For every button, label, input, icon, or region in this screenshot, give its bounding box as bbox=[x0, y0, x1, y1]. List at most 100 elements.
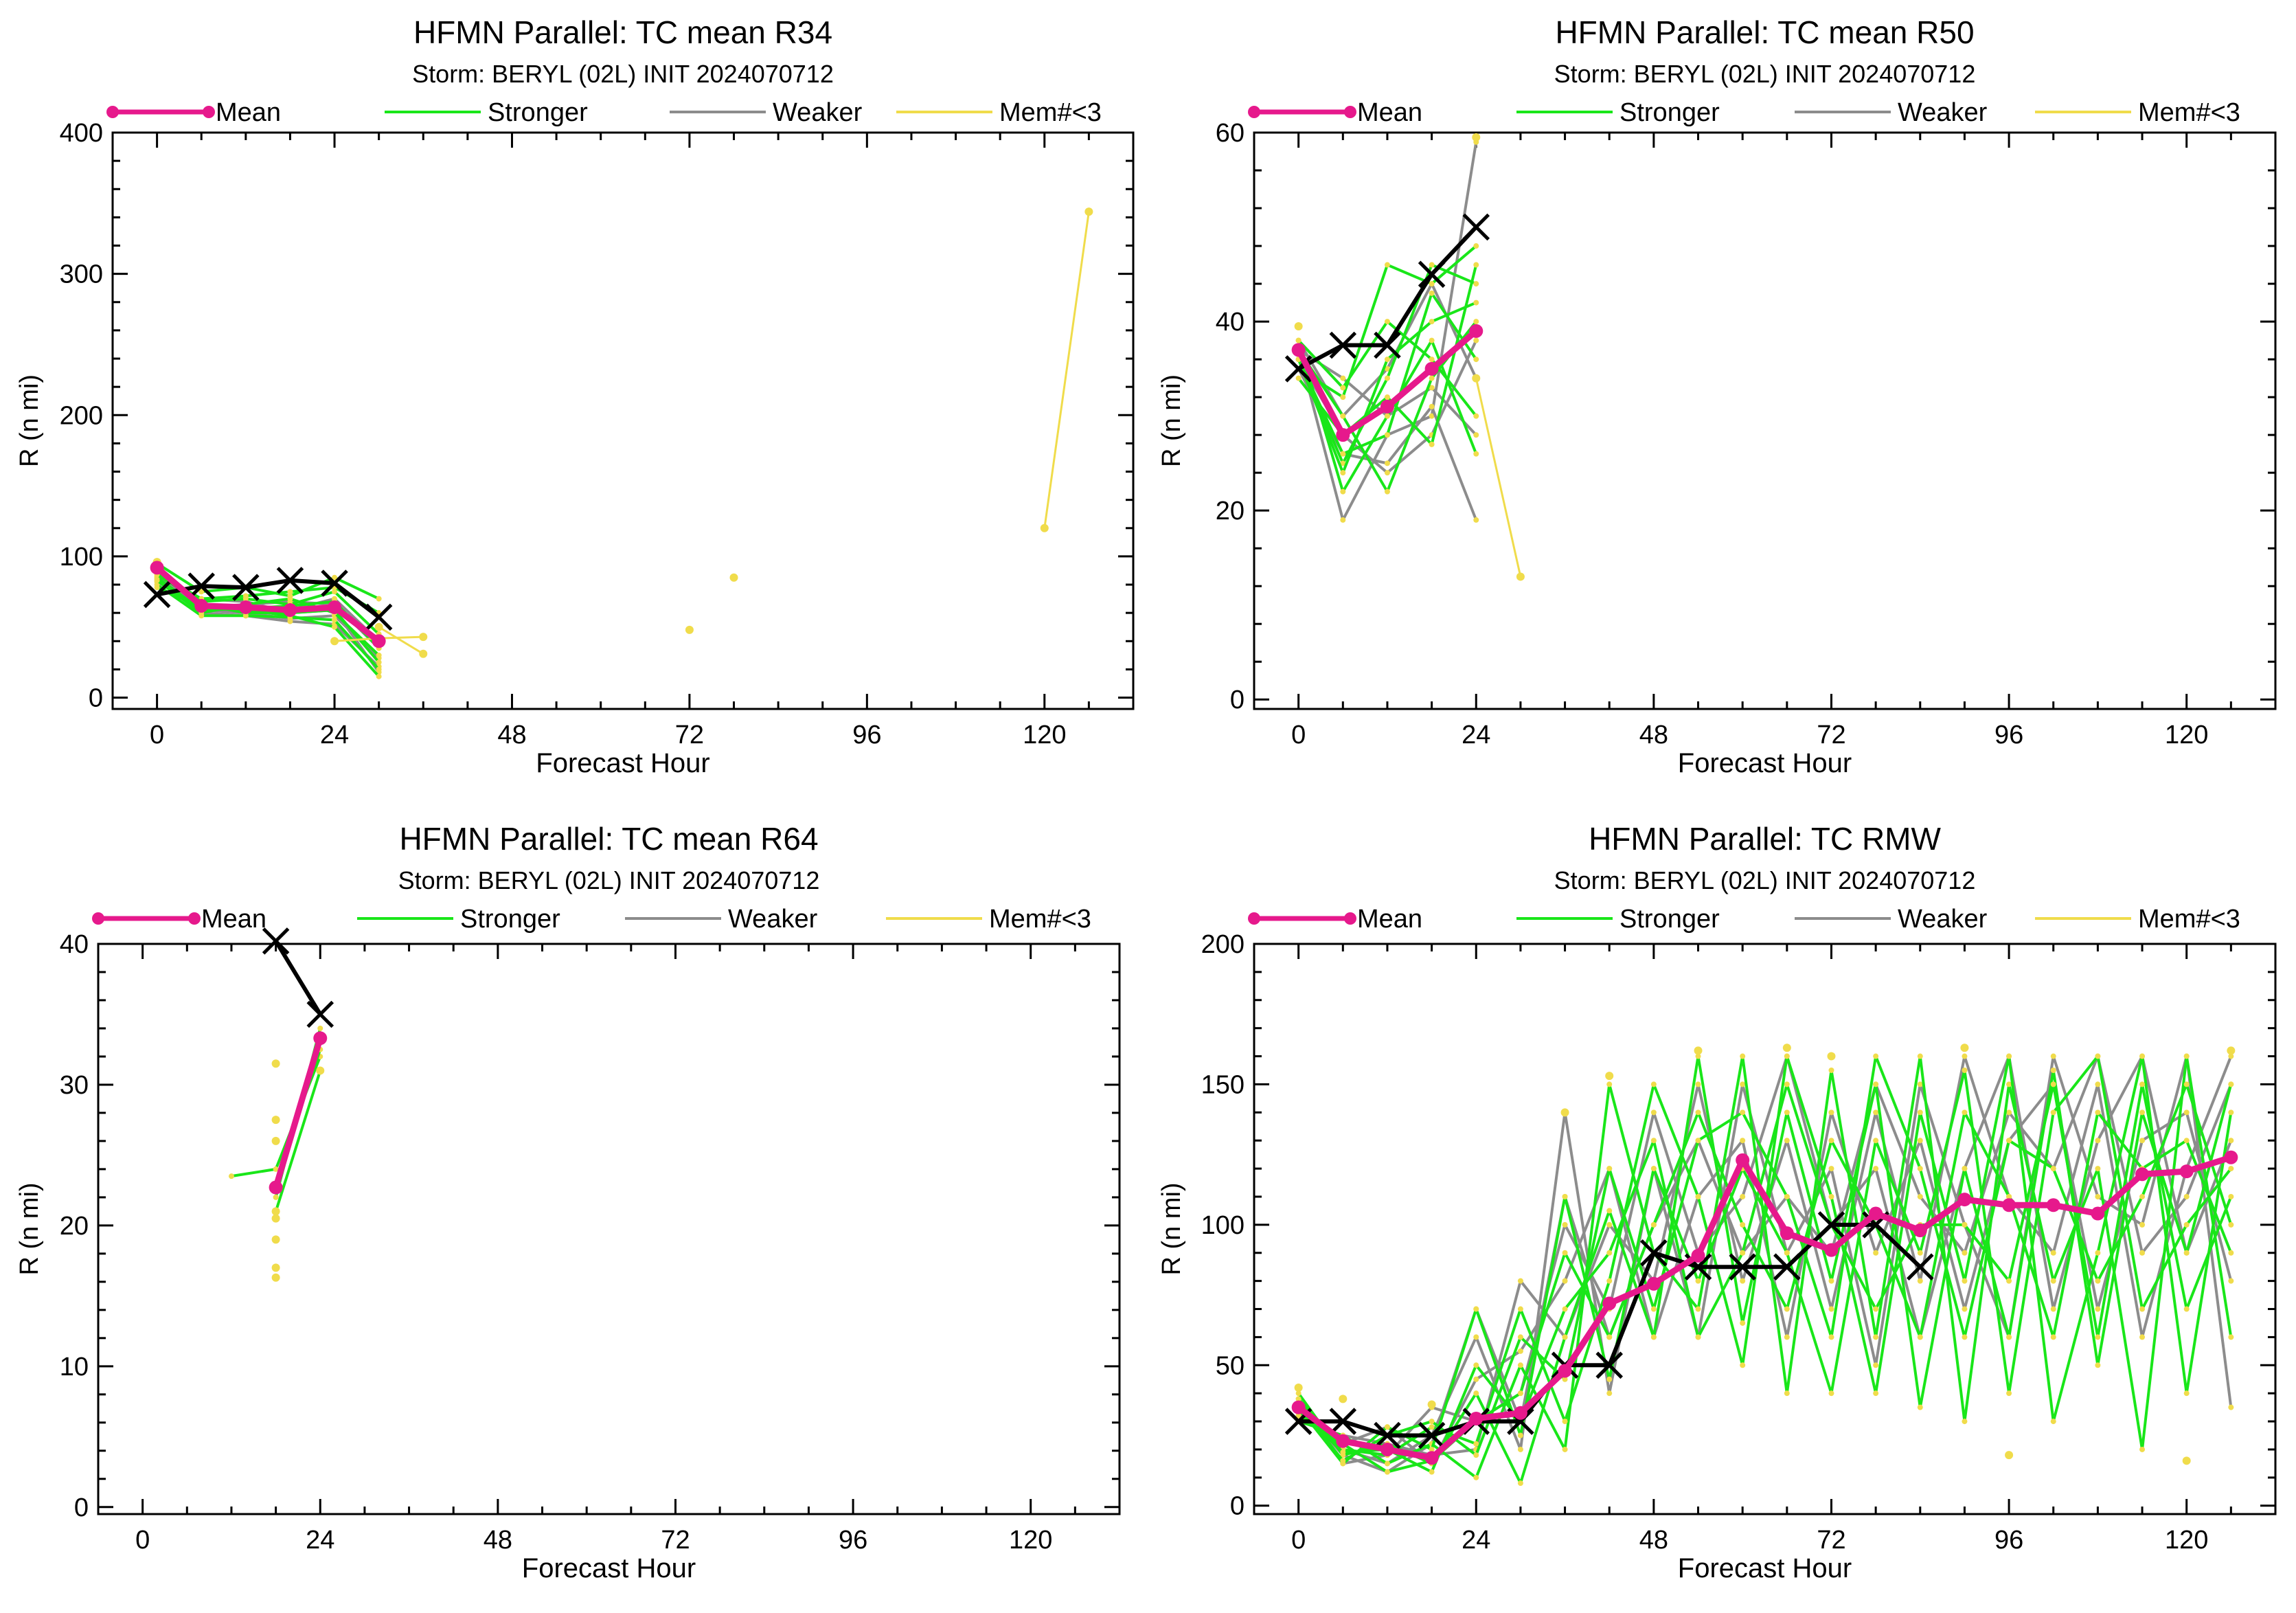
stronger-member-point bbox=[2183, 1306, 2190, 1312]
y-tick-label: 150 bbox=[1201, 1070, 1244, 1099]
weaker-member-point bbox=[1473, 1376, 1479, 1382]
stronger-member-point bbox=[1384, 1424, 1390, 1430]
x-axis-label: Forecast Hour bbox=[536, 748, 709, 778]
stronger-member-point bbox=[2139, 1053, 2146, 1059]
legend: Mean Stronger Weaker Mem#<3 bbox=[1248, 98, 2240, 127]
stronger-member-point bbox=[1917, 1334, 1923, 1340]
stronger-member-point bbox=[376, 666, 382, 673]
stronger-member-point bbox=[1650, 1306, 1657, 1312]
few-member-point bbox=[1472, 133, 1481, 142]
stronger-member-point bbox=[1784, 1390, 1790, 1397]
weaker-member-point bbox=[2139, 1250, 2146, 1256]
stronger-member-point bbox=[1917, 1250, 1923, 1256]
mean-series-line bbox=[155, 565, 381, 644]
stronger-member-point bbox=[2050, 1067, 2056, 1073]
stronger-member-point bbox=[2050, 1166, 2056, 1172]
x-tick-label: 0 bbox=[1291, 721, 1306, 749]
few-member-point bbox=[1560, 1108, 1569, 1117]
stronger-member-point bbox=[1650, 1081, 1657, 1087]
weaker-member-point bbox=[1917, 1193, 1923, 1199]
stronger-member-point bbox=[1384, 375, 1390, 381]
stronger-member-point bbox=[1740, 1250, 1746, 1256]
weaker-member-point bbox=[1740, 1081, 1746, 1087]
y-axis-label: R (n mi) bbox=[1157, 374, 1186, 467]
x-tick-label: 48 bbox=[1639, 1526, 1668, 1555]
stronger-member-point bbox=[1740, 1320, 1746, 1326]
y-tick-label: 60 bbox=[1216, 119, 1244, 148]
stronger-member-point bbox=[1650, 1334, 1657, 1340]
few-member-point bbox=[271, 1207, 280, 1216]
stronger-member-point bbox=[1962, 1109, 1968, 1116]
mean-series-point bbox=[313, 1031, 328, 1046]
mean-series-point bbox=[1424, 361, 1439, 376]
weaker-member-point bbox=[2139, 1334, 2146, 1340]
stronger-member-point bbox=[1873, 1334, 1879, 1340]
y-tick-label: 20 bbox=[1216, 497, 1244, 526]
few-member-point bbox=[1827, 1052, 1836, 1061]
stronger-member-point bbox=[1562, 1250, 1568, 1256]
weaker-member-point bbox=[1873, 1166, 1879, 1172]
stronger-member-point bbox=[1562, 1334, 1568, 1340]
stronger-member-point bbox=[1429, 375, 1435, 381]
legend-label-fewmembers: Mem#<3 bbox=[999, 98, 1102, 127]
y-axis-label: R (n mi) bbox=[15, 374, 44, 467]
stronger-member-point bbox=[2183, 1081, 2190, 1087]
stronger-member-point bbox=[2006, 1053, 2012, 1059]
legend-label-fewmembers: Mem#<3 bbox=[2138, 905, 2240, 934]
weaker-member-point bbox=[2006, 1109, 2012, 1116]
stronger-member-point bbox=[1384, 262, 1390, 268]
stronger-member-point bbox=[1384, 488, 1390, 495]
weaker-member-point bbox=[2228, 1404, 2234, 1410]
chart-subtitle: Storm: BERYL (02L) INIT 2024070712 bbox=[1554, 60, 1976, 88]
stronger-member-point bbox=[1784, 1053, 1790, 1059]
legend: Mean Stronger Weaker Mem#<3 bbox=[92, 905, 1091, 934]
legend-marker-mean bbox=[1344, 106, 1356, 118]
stronger-member-point bbox=[1962, 1166, 1968, 1172]
few-member-point bbox=[271, 1273, 280, 1282]
plot-area bbox=[228, 927, 334, 1282]
stronger-member-point bbox=[1340, 1458, 1346, 1464]
mean-series-point bbox=[1957, 1193, 1972, 1207]
stronger-member-point bbox=[1917, 1109, 1923, 1116]
weaker-member-point bbox=[1917, 1138, 1923, 1144]
chart-svg: HFMN Parallel: TC RMW Storm: BERYL (02L) … bbox=[1157, 821, 2277, 1583]
stronger-member-point bbox=[1473, 451, 1479, 457]
y-tick-label: 50 bbox=[1216, 1351, 1244, 1380]
stronger-member-point bbox=[1873, 1306, 1879, 1312]
weaker-member-line bbox=[1297, 1054, 2233, 1465]
stronger-member-line bbox=[1297, 1054, 2232, 1465]
stronger-member-point bbox=[1740, 1362, 1746, 1368]
mean-series-point bbox=[283, 603, 297, 618]
few-member-point bbox=[419, 633, 428, 642]
stronger-member-point bbox=[1828, 1138, 1834, 1144]
stronger-member-point bbox=[1828, 1278, 1834, 1284]
x-tick-label: 72 bbox=[1817, 1526, 1845, 1555]
stronger-member-point bbox=[2095, 1250, 2101, 1256]
legend-item-weaker: Weaker bbox=[1795, 905, 1988, 934]
stronger-member-point bbox=[2183, 1053, 2190, 1059]
x-tick-label: 24 bbox=[1462, 721, 1490, 749]
mean-series-point bbox=[1869, 1206, 1883, 1221]
best-track-marker-stroke bbox=[1773, 1253, 1801, 1281]
stronger-member-point bbox=[2095, 1362, 2101, 1368]
best-track-marker-stroke bbox=[1684, 1253, 1712, 1281]
stronger-member-point bbox=[1429, 290, 1435, 296]
stronger-member-point bbox=[1695, 1193, 1701, 1199]
best-track-marker-stroke bbox=[1374, 1421, 1401, 1450]
legend-label-weaker: Weaker bbox=[728, 905, 818, 934]
best-track-marker-stroke bbox=[306, 1000, 334, 1028]
weaker-member-point bbox=[1517, 1446, 1523, 1452]
legend-marker-mean bbox=[106, 106, 119, 118]
legend-item-fewmembers: Mem#<3 bbox=[896, 98, 1102, 127]
stronger-member-point bbox=[376, 596, 382, 602]
y-tick-label: 40 bbox=[60, 930, 89, 959]
weaker-member-point bbox=[1917, 1081, 1923, 1087]
best-track-marker-stroke bbox=[1640, 1239, 1668, 1267]
stronger-member-point bbox=[1695, 1306, 1701, 1312]
stronger-member-point bbox=[1384, 432, 1390, 438]
legend-label-stronger: Stronger bbox=[488, 98, 588, 127]
x-tick-label: 24 bbox=[306, 1526, 334, 1555]
weaker-member-point bbox=[2228, 1278, 2234, 1284]
stronger-member-point bbox=[1873, 1053, 1879, 1059]
